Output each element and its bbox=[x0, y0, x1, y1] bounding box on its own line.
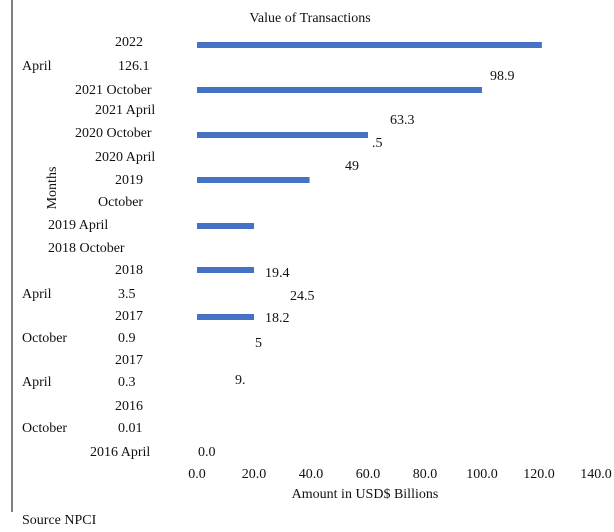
bar bbox=[197, 314, 254, 320]
y-axis-title: Months bbox=[45, 167, 60, 210]
source-note: Source NPCI bbox=[22, 513, 97, 528]
data-annotation: 9. bbox=[235, 373, 246, 388]
data-annotation: 5 bbox=[255, 336, 262, 351]
data-annotation: 0.3 bbox=[118, 375, 136, 390]
x-tick-label: 0.0 bbox=[188, 467, 206, 482]
row-label: October bbox=[22, 421, 67, 436]
row-label: 2021 April bbox=[95, 103, 155, 118]
row-label: 2017 bbox=[115, 353, 143, 368]
data-annotation: 3.5 bbox=[118, 287, 136, 302]
x-tick-label: 140.0 bbox=[580, 467, 612, 482]
data-annotation: 126.1 bbox=[118, 59, 150, 74]
data-annotation: 0.9 bbox=[118, 331, 136, 346]
data-annotation: 19.4 bbox=[265, 266, 290, 281]
row-label: April bbox=[22, 59, 52, 74]
row-label: 2021 October bbox=[75, 83, 152, 98]
data-annotation: 0.01 bbox=[118, 421, 143, 436]
row-label: 2022 bbox=[115, 35, 143, 50]
bar bbox=[197, 177, 310, 183]
chart-title: Value of Transactions bbox=[249, 11, 370, 26]
data-annotation: 98.9 bbox=[490, 69, 515, 84]
row-label: April bbox=[22, 375, 52, 390]
data-annotation: .5 bbox=[372, 136, 383, 151]
x-tick-label: 120.0 bbox=[523, 467, 555, 482]
x-tick-label: 60.0 bbox=[356, 467, 381, 482]
row-label: 2019 bbox=[115, 173, 143, 188]
bar bbox=[197, 223, 254, 229]
row-label: 2019 April bbox=[48, 218, 108, 233]
data-annotation: 18.2 bbox=[265, 311, 290, 326]
row-label: October bbox=[22, 331, 67, 346]
bar bbox=[197, 132, 368, 138]
data-annotation: 63.3 bbox=[390, 113, 415, 128]
row-label: 2020 October bbox=[75, 126, 152, 141]
row-label: October bbox=[98, 195, 143, 210]
data-annotation: 24.5 bbox=[290, 289, 315, 304]
row-label: 2020 April bbox=[95, 150, 155, 165]
x-tick-label: 40.0 bbox=[299, 467, 324, 482]
bar bbox=[197, 87, 482, 93]
row-label: 2018 bbox=[115, 263, 143, 278]
x-tick-label: 20.0 bbox=[242, 467, 267, 482]
row-label: 2016 bbox=[115, 399, 143, 414]
data-annotation: 0.0 bbox=[198, 445, 216, 460]
row-label: 2017 bbox=[115, 309, 143, 324]
row-label: 2018 October bbox=[48, 241, 125, 256]
x-tick-label: 100.0 bbox=[466, 467, 498, 482]
row-label: 2016 April bbox=[90, 445, 150, 460]
bar bbox=[197, 42, 542, 48]
data-annotation: 49 bbox=[345, 159, 359, 174]
row-label: April bbox=[22, 287, 52, 302]
x-tick-label: 80.0 bbox=[413, 467, 438, 482]
bar bbox=[197, 267, 254, 273]
x-axis-title: Amount in USD$ Billions bbox=[292, 487, 439, 502]
